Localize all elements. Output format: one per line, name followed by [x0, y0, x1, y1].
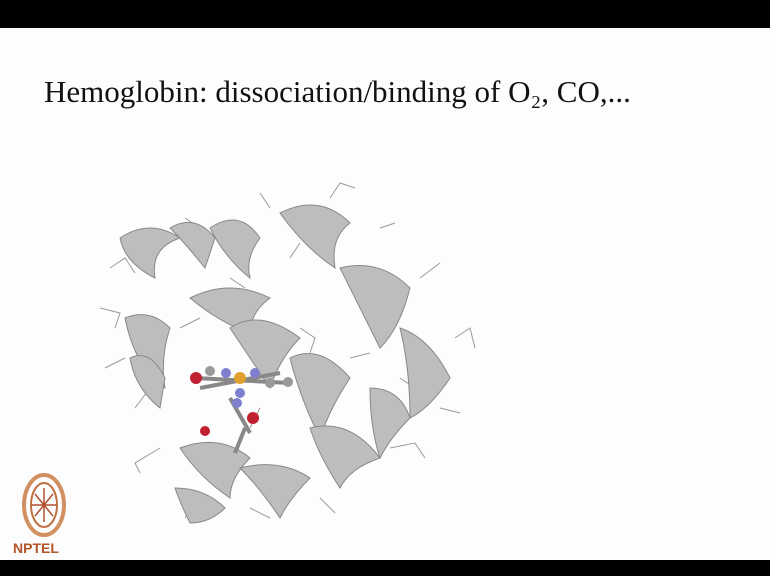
slide: Hemoglobin: dissociation/binding of O₂, … [0, 28, 770, 560]
protein-structure [99, 182, 476, 524]
helices [119, 204, 451, 524]
side-chains [99, 182, 476, 519]
nptel-logo [22, 473, 66, 537]
slide-title: Hemoglobin: dissociation/binding of O₂, … [44, 74, 631, 109]
heme [190, 366, 293, 454]
logo-text: NPTEL [13, 540, 59, 556]
